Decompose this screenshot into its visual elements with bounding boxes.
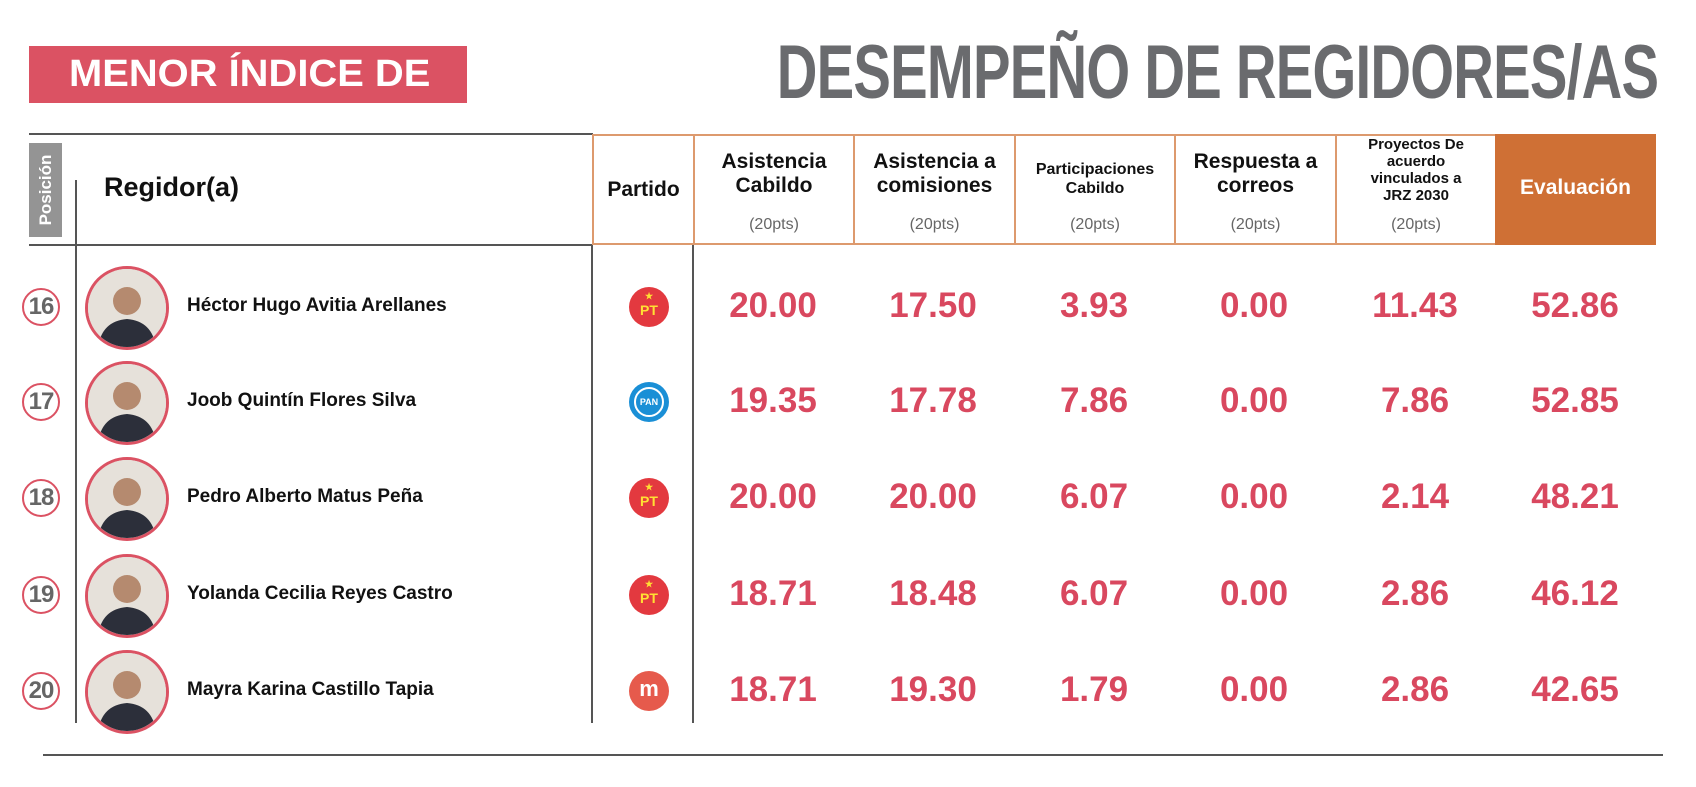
position-column-divider	[75, 180, 77, 723]
avatar	[85, 361, 169, 445]
participaciones-value: 6.07	[1059, 574, 1129, 613]
respuesta-value: 0.00	[1219, 670, 1289, 709]
asistencia-comisiones-value: 17.50	[889, 286, 977, 325]
partido-header-label: Partido	[607, 178, 680, 201]
asistencia-cabildo-value: 20.00	[729, 477, 817, 516]
banner-text: MENOR ÍNDICE DE	[69, 53, 431, 95]
morena-logo-icon: m	[629, 671, 669, 711]
proyectos-value: 2.14	[1380, 477, 1450, 516]
respuesta-value: 0.00	[1219, 286, 1289, 325]
regidor-header: Regidor(a)	[104, 172, 239, 202]
evaluacion-value: 42.65	[1531, 670, 1619, 709]
proyectos-value: 7.86	[1380, 381, 1450, 420]
page-title: DESEMPEÑO DE REGIDORES/AS	[776, 30, 1658, 115]
respuesta-value: 0.00	[1219, 477, 1289, 516]
evaluacion-value: 52.86	[1531, 286, 1619, 325]
regidor-name: Mayra Karina Castillo Tapia	[187, 679, 434, 700]
pt-logo-icon: PT	[629, 464, 669, 518]
avatar	[85, 457, 169, 541]
participaciones-value: 6.07	[1059, 477, 1129, 516]
header-label: Participaciones Cabildo	[1035, 161, 1155, 197]
header-points: (20pts)	[1070, 216, 1120, 233]
participaciones-value: 1.79	[1059, 670, 1129, 709]
header-bottom-divider	[29, 244, 593, 246]
partido-header: Partido	[592, 134, 693, 245]
table-row: 17 Joob Quintín Flores Silva PAN 19.35 17.…	[0, 361, 1696, 498]
regidor-name: Pedro Alberto Matus Peña	[187, 486, 423, 507]
party-label: PAN	[634, 387, 664, 417]
header-points: (20pts)	[1391, 216, 1441, 233]
regidor-name: Joob Quintín Flores Silva	[187, 390, 417, 411]
footer-divider	[43, 754, 1663, 756]
asistencia-cabildo-header: Asistencia Cabildo (20pts)	[693, 134, 853, 245]
regidor-name: Yolanda Cecilia Reyes Castro	[187, 583, 453, 604]
respuesta-value: 0.00	[1219, 381, 1289, 420]
proyectos-value: 2.86	[1380, 670, 1450, 709]
name-column-divider	[591, 245, 593, 723]
header-label: Asistencia a comisiones	[873, 150, 996, 197]
evaluacion-value: 46.12	[1531, 574, 1619, 613]
position-badge: 16	[22, 288, 60, 326]
evaluacion-value: 52.85	[1531, 381, 1619, 420]
table-row: 16 Héctor Hugo Avitia Arellanes PT 20.00 1…	[0, 266, 1696, 403]
position-badge: 18	[22, 479, 60, 517]
asistencia-cabildo-value: 19.35	[729, 381, 817, 420]
avatar	[85, 650, 169, 734]
header-top-divider	[29, 133, 593, 135]
header-points: (20pts)	[749, 216, 799, 233]
asistencia-comisiones-header: Asistencia a comisiones (20pts)	[853, 134, 1014, 245]
header-points: (20pts)	[1230, 216, 1281, 233]
asistencia-comisiones-value: 20.00	[889, 477, 977, 516]
asistencia-cabildo-value: 18.71	[729, 574, 817, 613]
asistencia-cabildo-value: 20.00	[729, 286, 817, 325]
header-label: Evaluación	[1520, 176, 1631, 199]
proyectos-header: Proyectos De acuerdo vinculados a JRZ 20…	[1335, 134, 1495, 245]
participaciones-value: 3.93	[1059, 286, 1129, 325]
position-header: Posición	[29, 143, 62, 237]
evaluacion-value: 48.21	[1531, 477, 1619, 516]
position-badge: 19	[22, 576, 60, 614]
asistencia-comisiones-value: 17.78	[889, 381, 977, 420]
header-label: Asistencia Cabildo	[721, 150, 827, 197]
pt-logo-icon: PT	[629, 561, 669, 615]
subtitle-banner: MENOR ÍNDICE DE	[29, 46, 467, 103]
avatar	[85, 554, 169, 638]
proyectos-value: 2.86	[1380, 574, 1450, 613]
table-row: 18 Pedro Alberto Matus Peña PT 20.00 20.00…	[0, 457, 1696, 594]
asistencia-comisiones-value: 18.48	[889, 574, 977, 613]
evaluacion-header: Evaluación	[1495, 134, 1656, 245]
proyectos-value: 11.43	[1372, 286, 1458, 325]
regidor-name: Héctor Hugo Avitia Arellanes	[187, 295, 447, 316]
respuesta-header: Respuesta a correos (20pts)	[1174, 134, 1335, 245]
party-column-divider	[692, 245, 694, 723]
header-label: Proyectos De acuerdo vinculados a JRZ 20…	[1368, 136, 1464, 204]
position-badge: 20	[22, 672, 60, 710]
position-badge: 17	[22, 383, 60, 421]
header-points: (20pts)	[909, 216, 960, 233]
table-row: 20 Mayra Karina Castillo Tapia m 18.71 19.…	[0, 650, 1696, 787]
asistencia-cabildo-value: 18.71	[729, 670, 817, 709]
pan-logo-icon: PAN	[629, 382, 669, 422]
position-header-label: Posición	[35, 154, 55, 226]
participaciones-value: 7.86	[1059, 381, 1129, 420]
participaciones-header: Participaciones Cabildo (20pts)	[1014, 134, 1174, 245]
table-row: 19 Yolanda Cecilia Reyes Castro PT 18.71 1…	[0, 554, 1696, 691]
asistencia-comisiones-value: 19.30	[889, 670, 977, 709]
pt-logo-icon: PT	[629, 273, 669, 327]
header-label: Respuesta a correos	[1193, 150, 1318, 197]
avatar	[85, 266, 169, 350]
respuesta-value: 0.00	[1219, 574, 1289, 613]
